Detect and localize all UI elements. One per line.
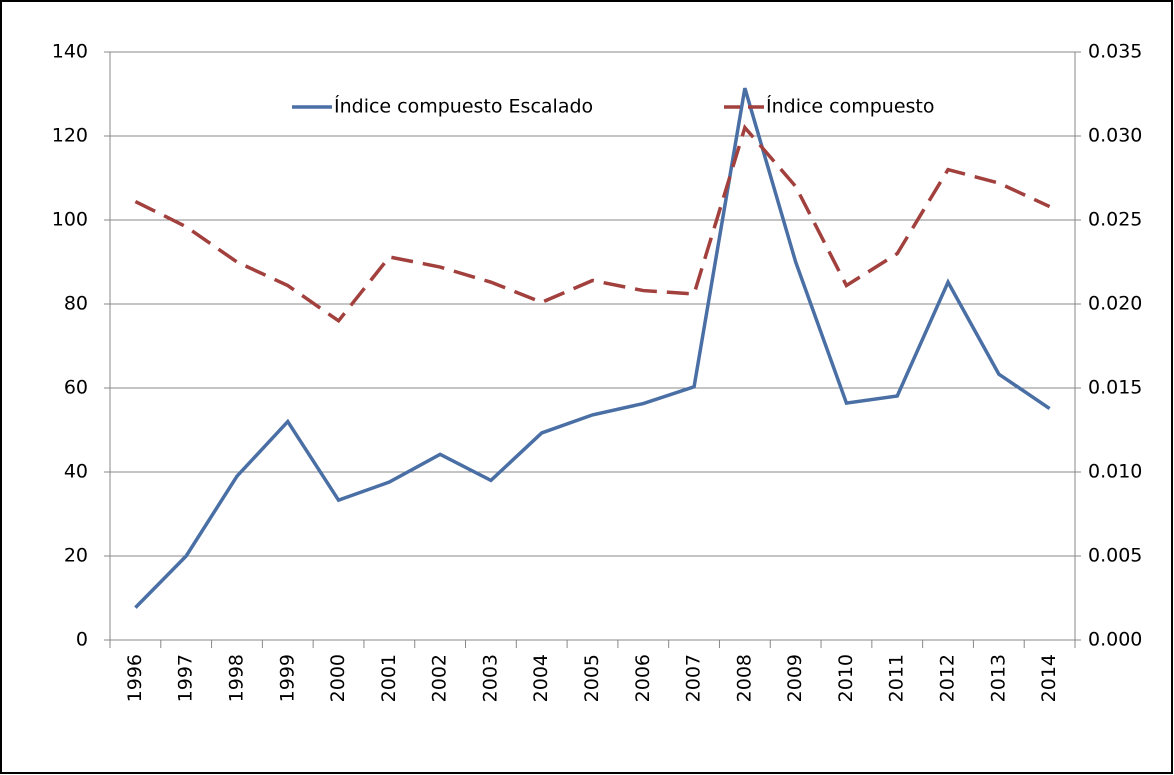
- x-tick-label: 1997: [175, 654, 197, 702]
- x-tick-label: 2005: [581, 654, 603, 702]
- y-tick-label: 140: [52, 41, 88, 63]
- y2-tick-label: 0.005: [1088, 545, 1142, 567]
- series-line: [134, 87, 1051, 609]
- x-tick-label: 2001: [378, 654, 400, 702]
- y-tick-label: 100: [52, 209, 88, 231]
- x-tick-label: 2010: [835, 654, 857, 702]
- y2-tick-label: 0.010: [1088, 461, 1142, 483]
- x-tick-label: 2014: [1038, 654, 1060, 702]
- x-tick-label: 2009: [784, 654, 806, 702]
- legend-label: Índice compuesto: [766, 95, 935, 118]
- legend-label: Índice compuesto Escalado: [334, 95, 593, 118]
- y2-tick-label: 0.015: [1088, 377, 1142, 399]
- x-tick-label: 1998: [225, 654, 247, 702]
- y2-tick-label: 0.020: [1088, 293, 1142, 315]
- x-tick-label: 2006: [632, 654, 654, 702]
- y2-tick-label: 0.035: [1088, 41, 1142, 63]
- y-tick-label: 0: [76, 629, 88, 651]
- x-tick-label: 2013: [987, 654, 1009, 702]
- x-tick-label: 2004: [530, 654, 552, 702]
- x-tick-label: 1996: [124, 654, 146, 702]
- y2-tick-label: 0.030: [1088, 125, 1142, 147]
- x-tick-label: 2011: [886, 654, 908, 702]
- y-tick-label: 40: [64, 461, 88, 483]
- x-tick-label: 1999: [276, 654, 298, 702]
- x-tick-label: 2003: [479, 654, 501, 702]
- y2-tick-label: 0.000: [1088, 629, 1142, 651]
- x-tick-label: 2002: [429, 654, 451, 702]
- y2-tick-label: 0.025: [1088, 209, 1142, 231]
- series-line: [134, 124, 1051, 324]
- x-tick-label: 2000: [327, 654, 349, 702]
- x-tick-label: 2007: [683, 654, 705, 702]
- y-tick-label: 60: [64, 377, 88, 399]
- y-tick-label: 80: [64, 293, 88, 315]
- x-tick-label: 2012: [937, 654, 959, 702]
- y-tick-label: 20: [64, 545, 88, 567]
- x-tick-label: 2008: [733, 654, 755, 702]
- y-tick-label: 120: [52, 125, 88, 147]
